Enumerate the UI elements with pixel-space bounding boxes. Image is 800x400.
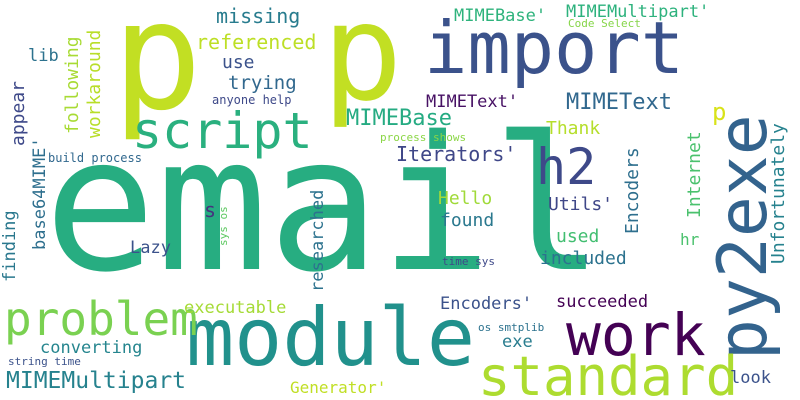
word-MIMEBase-quoted: MIMEBase'	[454, 6, 547, 26]
word-sys-os: sys os	[217, 206, 230, 246]
word-MIMEMultipart-quoted: MIMEMultipart'	[566, 2, 710, 22]
word-trying: trying	[228, 72, 297, 94]
word-problem: problem	[4, 292, 198, 346]
word-MIMEMultipart: MIMEMultipart	[6, 368, 187, 394]
word-use: use	[222, 52, 255, 73]
word-hr: hr	[680, 230, 700, 249]
word-workaround: workaround	[84, 29, 105, 138]
word-Generator: Generator'	[290, 378, 387, 397]
word-base64MIME: base64MIME'	[30, 137, 50, 250]
word-researched: researched	[308, 189, 328, 292]
word-string-time: string time	[8, 355, 81, 368]
word-exe: exe	[502, 332, 533, 352]
word-h2: h2	[536, 138, 597, 196]
word-Hello: Hello	[438, 188, 493, 209]
word-build-process: build process	[48, 151, 142, 165]
word-appear: appear	[8, 80, 29, 146]
word-os-smtplib: os smtplib	[478, 321, 545, 334]
word-MIMEText-quoted: MIMEText'	[426, 92, 519, 112]
word-Encoders: Encoders	[622, 147, 643, 234]
word-p-2: p	[322, 0, 403, 131]
word-Iterators: Iterators'	[396, 142, 517, 166]
word-found: found	[440, 210, 495, 231]
word-succeeded: succeeded	[556, 292, 649, 312]
word-script: script	[132, 102, 313, 160]
word-s: s	[204, 198, 217, 222]
word-missing: missing	[216, 4, 301, 28]
word-time-sys: time sys	[442, 255, 495, 268]
word-work: work	[566, 301, 706, 369]
word-Thank: Thank	[546, 118, 601, 139]
word-Encoders-quoted: Encoders'	[440, 294, 533, 314]
word-p-3: p	[712, 98, 727, 126]
word-anyone-help: anyone help	[212, 93, 292, 107]
word-Code-Select: Code Select	[568, 17, 641, 30]
word-following: following	[62, 36, 83, 134]
word-finding: finding	[0, 210, 20, 282]
word-p: p	[112, 0, 203, 144]
word-import: import	[424, 6, 685, 90]
word-email: email	[44, 96, 604, 313]
word-MIMEBase: MIMEBase	[346, 106, 452, 131]
word-converting: converting	[40, 338, 143, 358]
word-Unfortunately: Unfortunately	[768, 123, 789, 264]
word-executable: executable	[184, 298, 287, 318]
word-Utils: Utils'	[548, 194, 614, 215]
word-lib: lib	[28, 46, 59, 66]
word-used: used	[556, 226, 600, 247]
word-Lazy: Lazy	[130, 238, 171, 258]
word-Internet: Internet	[684, 131, 705, 218]
word-referenced: referenced	[196, 30, 317, 54]
word-look: look	[730, 368, 771, 388]
word-included: included	[540, 248, 627, 269]
word-module: module	[186, 291, 475, 384]
word-MIMEText: MIMEText	[566, 90, 672, 115]
word-standard: standard	[478, 345, 739, 400]
word-process-shows: process shows	[380, 131, 467, 144]
